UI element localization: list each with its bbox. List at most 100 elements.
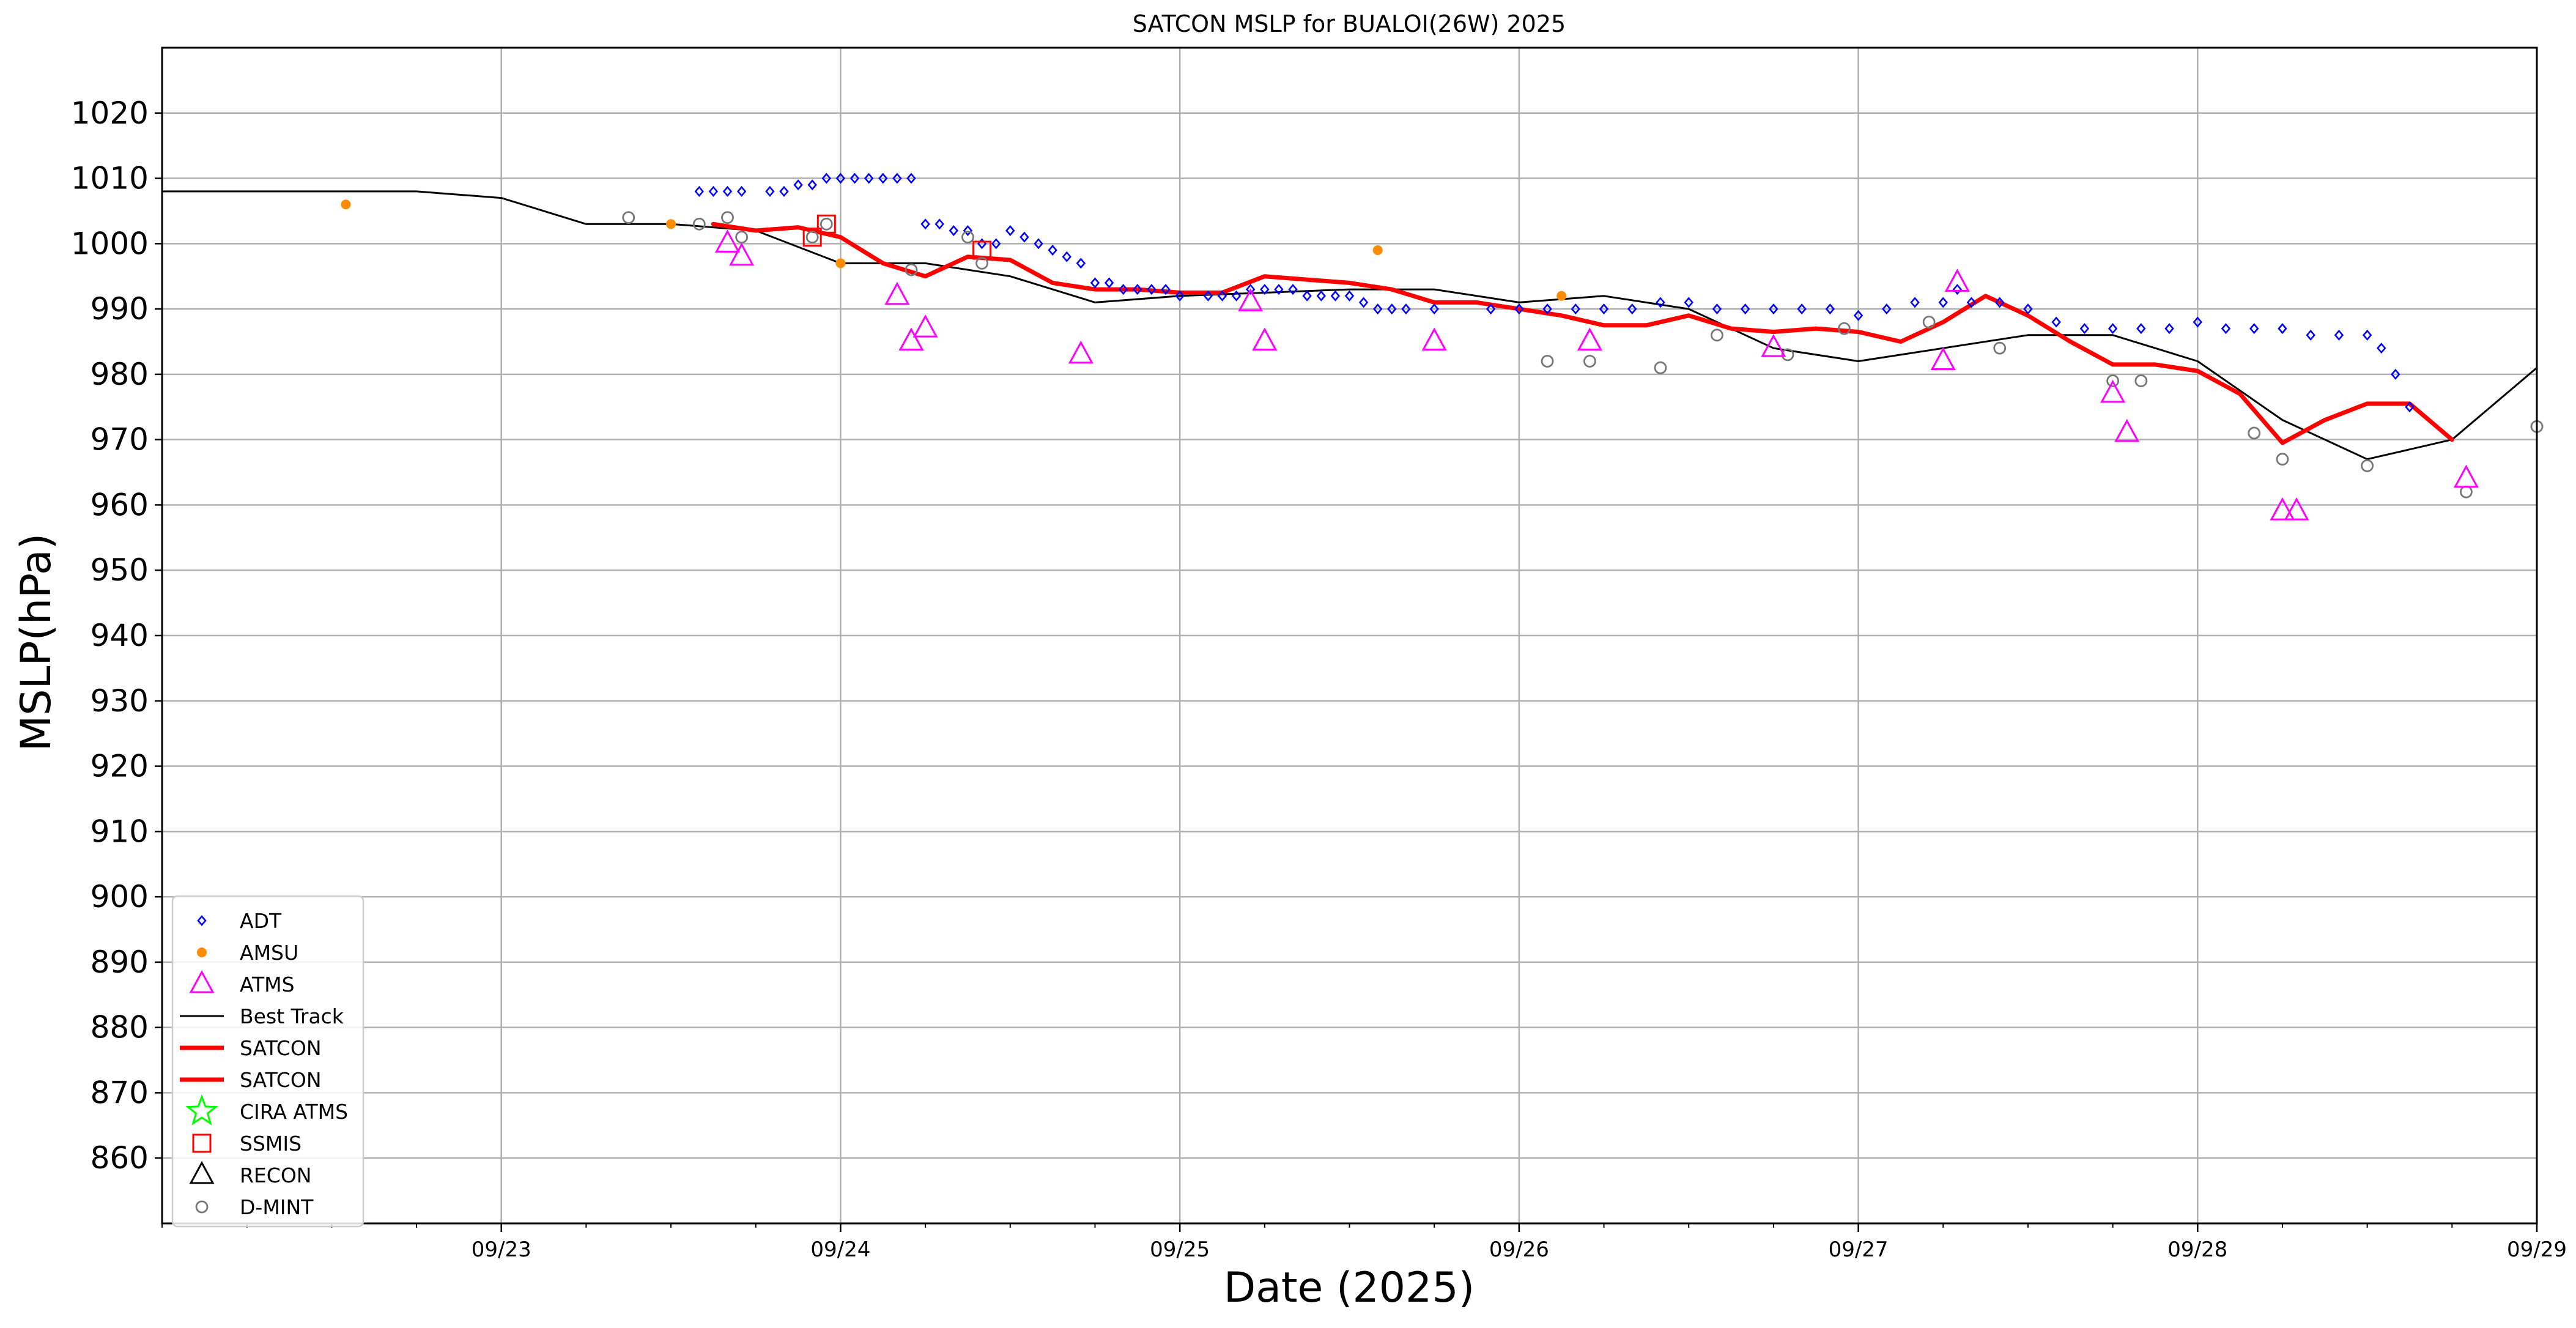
amsu-point	[341, 199, 351, 210]
d-mint-point	[1711, 328, 1723, 342]
legend-swatch	[197, 915, 207, 926]
x-tick-label: 09/27	[1829, 1237, 1889, 1262]
y-tick-label: 990	[91, 291, 149, 327]
adt-point	[1260, 284, 1270, 295]
adt-point	[1231, 290, 1242, 302]
atms-point	[2284, 497, 2309, 521]
adt-point	[1994, 297, 2005, 308]
legend-label: AMSU	[240, 941, 298, 965]
adt-point	[694, 185, 705, 197]
adt-point	[2136, 323, 2146, 335]
d-mint-point	[2276, 453, 2289, 466]
adt-point	[722, 185, 733, 197]
adt-point	[1966, 297, 1977, 308]
adt-point	[1401, 303, 1411, 315]
y-tick-label: 910	[91, 814, 149, 849]
y-tick-label: 950	[91, 552, 149, 588]
adt-point	[963, 224, 973, 236]
series-ssmis	[802, 214, 992, 260]
series-layer	[161, 172, 2544, 521]
adt-point	[2362, 329, 2372, 341]
adt-point	[1656, 297, 1665, 308]
d-mint-point	[1541, 355, 1554, 368]
adt-point	[2164, 323, 2174, 335]
adt-point	[1316, 290, 1326, 302]
adt-point	[1769, 303, 1778, 315]
adt-point	[1387, 303, 1397, 315]
series-amsu	[341, 199, 1567, 301]
legend-label: Best Track	[240, 1004, 344, 1028]
d-mint-point	[1781, 348, 1794, 362]
d-mint-point	[2361, 459, 2374, 472]
legend-label: D-MINT	[240, 1195, 314, 1219]
adt-point	[1429, 303, 1439, 315]
adt-point	[779, 185, 789, 197]
adt-point	[1274, 284, 1284, 295]
adt-point	[935, 218, 944, 230]
amsu-point	[666, 219, 676, 229]
amsu-point	[1556, 291, 1567, 301]
adt-point	[949, 224, 959, 236]
d-mint-point	[692, 217, 706, 231]
atms-point	[1421, 327, 1447, 351]
chart-title: SATCON MSLP for BUALOI(26W) 2025	[1133, 10, 1566, 37]
adt-point	[1076, 258, 1086, 269]
adt-point	[1161, 284, 1171, 295]
adt-point	[2193, 316, 2202, 328]
y-tick-label: 860	[91, 1140, 149, 1176]
atms-point	[1238, 288, 1264, 311]
adt-point	[1952, 284, 1963, 295]
adt-point	[892, 172, 902, 184]
legend-box	[171, 895, 365, 1228]
adt-point	[1245, 284, 1256, 295]
adt-point	[1048, 245, 1057, 256]
adt-point	[864, 172, 874, 184]
d-mint-point	[2248, 426, 2261, 440]
d-mint-point	[1838, 322, 1851, 335]
adt-point	[1373, 303, 1383, 315]
adt-point	[920, 218, 930, 230]
adt-point	[1005, 224, 1015, 236]
series-adt	[694, 172, 2415, 413]
atms-point	[898, 327, 924, 351]
adt-point	[708, 185, 719, 197]
d-mint-point	[805, 231, 819, 244]
amsu-point	[1372, 245, 1383, 256]
legend-label: SATCON	[240, 1036, 322, 1060]
d-mint-point	[2106, 374, 2120, 387]
y-axis-label: MSLP(hPa)	[12, 533, 61, 752]
adt-point	[991, 238, 1001, 250]
adt-point	[1882, 303, 1892, 315]
adt-point	[906, 172, 916, 184]
y-tick-label: 1000	[71, 226, 149, 261]
x-tick-label: 09/23	[472, 1237, 531, 1262]
adt-point	[878, 172, 888, 184]
tick-layer: 860 870 880 890 900 910 920 930 940 950 960 970 980 9…	[71, 95, 2567, 1262]
adt-point	[1514, 303, 1524, 315]
adt-point	[2079, 323, 2090, 335]
adt-point	[1090, 277, 1100, 289]
adt-point	[1203, 290, 1213, 302]
adt-point	[2334, 329, 2344, 341]
atms-point	[1944, 269, 1970, 292]
x-tick-label: 09/26	[1489, 1237, 1549, 1262]
d-mint-point	[622, 211, 635, 224]
adt-point	[835, 172, 846, 184]
atms-point	[884, 281, 910, 305]
y-tick-label: 960	[91, 487, 149, 522]
adt-point	[736, 185, 747, 197]
adt-point	[1133, 284, 1142, 295]
adt-point	[793, 179, 803, 191]
adt-point	[1330, 290, 1341, 302]
legend-swatch	[189, 1160, 215, 1184]
adt-point	[1217, 290, 1227, 302]
adt-point	[1358, 297, 1369, 308]
y-tick-label: 890	[91, 944, 149, 980]
adt-point	[1825, 303, 1835, 315]
legend-label: ATMS	[240, 973, 295, 996]
adt-point	[2377, 343, 2386, 354]
atms-point	[1930, 347, 1956, 371]
adt-point	[2108, 323, 2118, 335]
